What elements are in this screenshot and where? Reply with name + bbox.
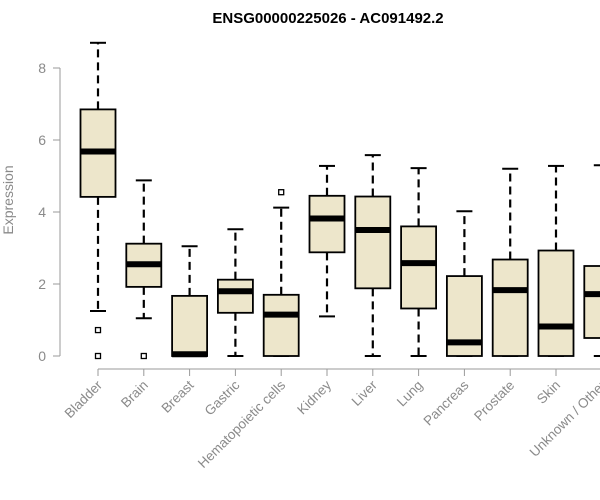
y-tick-label: 4 xyxy=(38,204,46,220)
box-body xyxy=(400,225,438,310)
box-bladder xyxy=(79,41,117,360)
box-body xyxy=(171,294,209,357)
box-body xyxy=(583,265,600,339)
box-body xyxy=(308,194,346,254)
box-body xyxy=(354,195,392,290)
x-tick-label: Kidney xyxy=(294,377,334,417)
outlier-point xyxy=(94,352,102,360)
box-body xyxy=(262,293,300,357)
y-axis: 0 2 4 6 8 xyxy=(38,60,61,364)
x-tick-label: Gastric xyxy=(202,377,243,418)
x-tick-label: Pancreas xyxy=(421,377,472,428)
box-body xyxy=(216,278,254,314)
box-hematopoietic-cells xyxy=(262,189,300,357)
x-tick-label: Breast xyxy=(159,377,197,415)
y-tick-label: 0 xyxy=(38,348,46,364)
outlier-point xyxy=(140,352,147,360)
x-tick-label: Bladder xyxy=(62,377,106,421)
box-liver xyxy=(354,154,392,357)
y-axis-label: Expression xyxy=(0,165,16,234)
box-skin xyxy=(537,164,575,357)
box-pancreas xyxy=(445,210,483,357)
box-brain xyxy=(125,179,163,360)
x-tick-label: Skin xyxy=(534,378,563,407)
x-tick-label: Liver xyxy=(349,377,381,409)
x-tick-label: Brain xyxy=(118,378,151,411)
outlier-point xyxy=(94,326,102,334)
box-unknown-other xyxy=(583,164,600,357)
box-series xyxy=(79,41,600,360)
y-tick-label: 6 xyxy=(38,132,46,148)
y-tick-label: 8 xyxy=(38,60,46,76)
box-gastric xyxy=(216,228,254,357)
outlier-point xyxy=(278,189,285,196)
x-tick-label: Hematopoietic cells xyxy=(195,377,289,471)
x-tick-label: Unknown / Other xyxy=(527,377,600,460)
box-kidney xyxy=(308,164,346,318)
box-body xyxy=(537,249,575,357)
x-tick-label: Prostate xyxy=(471,378,517,424)
chart-title: ENSG00000225026 - AC091492.2 xyxy=(212,10,443,27)
box-body xyxy=(491,258,529,357)
box-breast xyxy=(171,245,209,358)
x-tick-label: Lung xyxy=(394,378,426,410)
box-lung xyxy=(400,167,438,357)
box-prostate xyxy=(491,167,529,357)
y-tick-label: 2 xyxy=(38,276,46,292)
